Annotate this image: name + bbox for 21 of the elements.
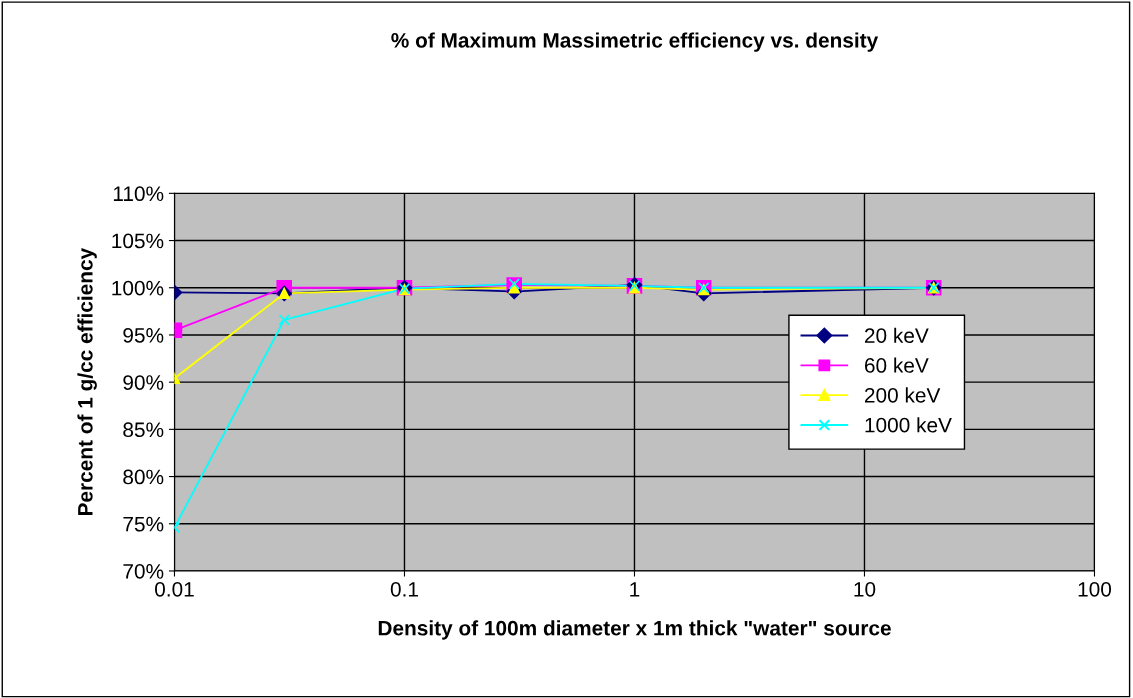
legend-label: 60 keV <box>864 357 929 373</box>
y-tick-label: 110% <box>113 186 164 202</box>
y-tick-label: 105% <box>112 233 164 249</box>
x-tick-label: 100 <box>1078 581 1112 597</box>
legend-label: 20 keV <box>864 327 929 343</box>
y-tick-label: 70% <box>123 563 164 579</box>
y-tick-label: 85% <box>123 422 164 438</box>
legend-label: 1000 keV <box>865 417 952 433</box>
x-axis-title: Density of 100m diameter x 1m thick "water" source <box>378 620 891 640</box>
chart-title: % of Maximum Massimetric efficiency vs. density <box>391 32 879 52</box>
y-axis-title: Percent of 1 g/cc efficiency <box>77 247 97 516</box>
x-tick-label: 0.01 <box>155 581 194 597</box>
y-tick-label: 90% <box>123 375 164 390</box>
x-tick-label: 1 <box>630 582 640 597</box>
y-tick-label: 95% <box>123 327 164 343</box>
legend-label: 200 keV <box>864 387 941 403</box>
y-tick-label: 75% <box>123 516 164 532</box>
x-tick-label: 0.1 <box>390 581 418 597</box>
y-tick-label: 80% <box>123 469 164 485</box>
x-tick-label: 10 <box>854 581 876 597</box>
y-tick-label: 100% <box>112 280 164 296</box>
